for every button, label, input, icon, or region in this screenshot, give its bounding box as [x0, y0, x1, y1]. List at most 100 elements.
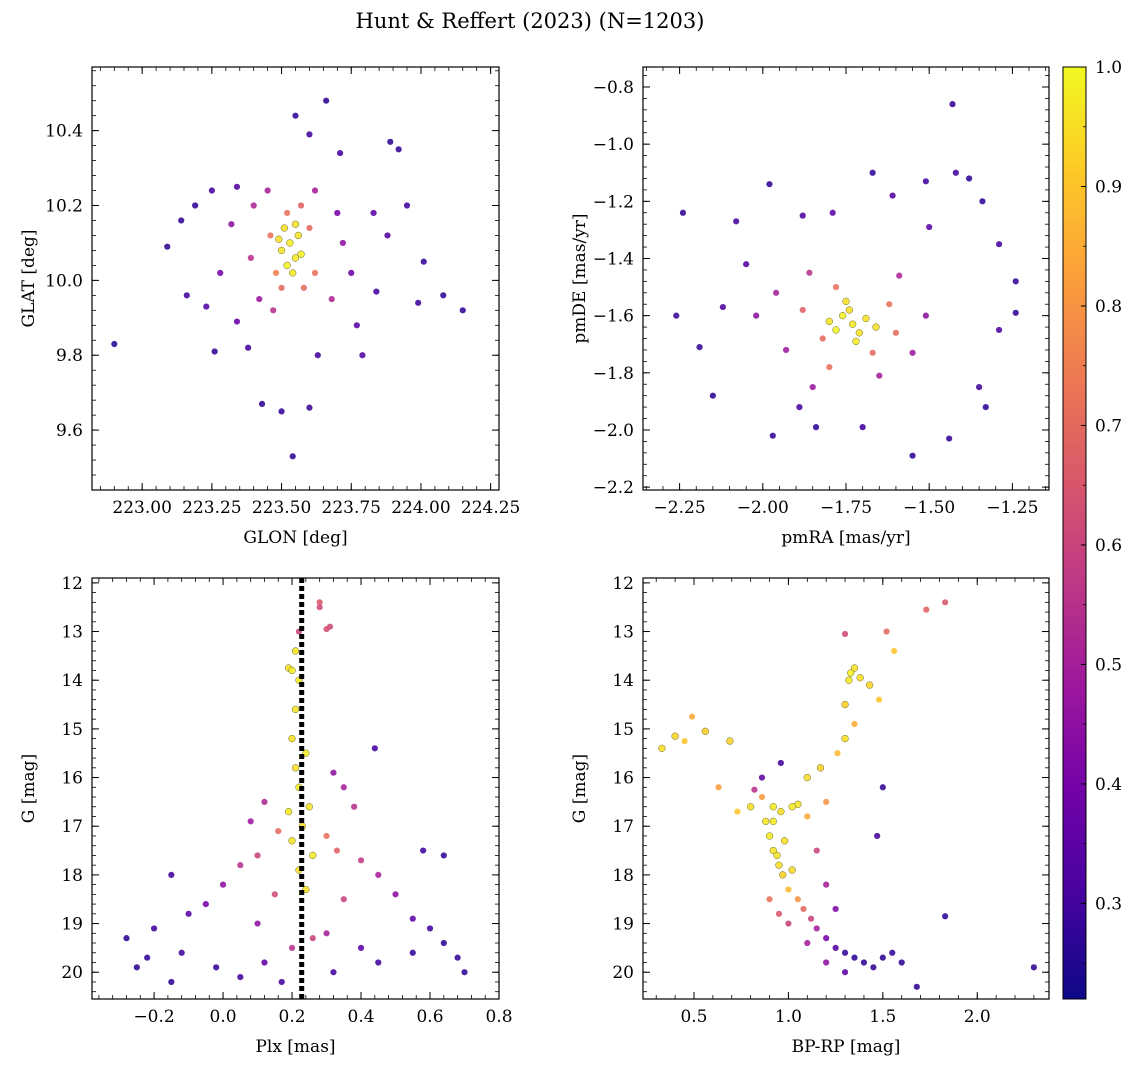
- data-point: [311, 269, 319, 276]
- data-point: [832, 326, 840, 334]
- data-point: [966, 175, 973, 182]
- data-point: [291, 647, 300, 655]
- y-tick-label: 13: [612, 623, 634, 643]
- x-tick-label: −2.00: [737, 498, 789, 518]
- data-point: [832, 905, 839, 913]
- data-point: [219, 881, 227, 888]
- data-point: [839, 312, 847, 320]
- data-point: [168, 978, 175, 986]
- data-point: [746, 803, 755, 811]
- x-tick-label: −2.25: [654, 498, 706, 518]
- data-point: [807, 915, 815, 922]
- colorbar-tick-label: 0.9: [1095, 177, 1122, 197]
- data-point: [851, 954, 858, 961]
- y-tick-label: 18: [612, 866, 634, 886]
- data-point: [183, 292, 190, 299]
- data-point: [311, 187, 319, 194]
- data-point: [247, 818, 254, 825]
- data-point: [753, 312, 760, 319]
- data-point: [123, 935, 130, 942]
- x-tick-label: 0.5: [680, 1007, 707, 1027]
- data-point: [217, 269, 224, 276]
- data-point: [845, 306, 853, 314]
- data-point: [233, 183, 241, 190]
- data-point: [995, 326, 1003, 334]
- data-point: [144, 954, 151, 961]
- data-point: [823, 798, 830, 805]
- data-point: [288, 666, 296, 675]
- data-point: [773, 289, 780, 296]
- y-tick-label: 10.4: [45, 122, 83, 142]
- data-point: [384, 232, 391, 239]
- data-point: [373, 288, 380, 295]
- data-point: [395, 146, 402, 153]
- data-point: [976, 384, 983, 391]
- data-point: [799, 212, 806, 219]
- points-layer: [111, 97, 466, 460]
- data-point: [1012, 309, 1019, 316]
- data-point: [415, 299, 422, 306]
- data-point: [316, 604, 323, 611]
- data-point: [288, 734, 296, 743]
- y-tick-label: 17: [61, 817, 83, 837]
- x-tick-label: 223.50: [252, 498, 311, 518]
- y-tick-label: 19: [612, 915, 634, 935]
- data-point: [891, 647, 898, 655]
- y-tick-label: 9.6: [56, 421, 83, 441]
- data-point: [164, 243, 171, 250]
- x-tick-label: −1.75: [820, 498, 872, 518]
- data-point: [816, 764, 825, 772]
- data-point: [860, 959, 868, 966]
- data-point: [284, 209, 291, 217]
- data-point: [909, 452, 916, 459]
- y-axis-label: GLAT [deg]: [19, 229, 39, 327]
- axes-frame: [91, 66, 500, 491]
- y-tick-label: 18: [61, 866, 83, 886]
- data-point: [330, 769, 337, 776]
- color-magnitude-plot-panel: 0.5 1.0 1.5 2.0 12 13 14 15 16 17 18 19 20 BP-RP [mag…: [570, 574, 1050, 1057]
- data-point: [351, 803, 358, 810]
- data-point: [696, 343, 703, 351]
- data-point: [773, 851, 781, 860]
- data-point: [1012, 278, 1019, 285]
- data-point: [913, 983, 920, 990]
- x-axis-label: pmRA [mas/yr]: [781, 528, 910, 548]
- data-point: [278, 978, 285, 986]
- y-tick-label: 15: [61, 720, 83, 740]
- data-point: [942, 599, 949, 606]
- data-point: [949, 101, 956, 108]
- data-point: [270, 307, 277, 314]
- data-point: [995, 241, 1003, 248]
- x-tick-label: −0.2: [133, 1007, 174, 1027]
- data-point: [769, 432, 776, 439]
- axes-frame: [91, 577, 500, 1000]
- data-point: [758, 793, 766, 801]
- y-tick-label: 14: [61, 671, 83, 691]
- data-point: [185, 910, 192, 917]
- y-tick-label: −1.8: [593, 364, 634, 384]
- axes-frame: [642, 577, 1050, 1000]
- data-point: [889, 192, 896, 199]
- data-point: [375, 871, 382, 878]
- colorbar-tick-label: 0.8: [1095, 297, 1122, 317]
- data-point: [420, 258, 427, 265]
- data-point: [719, 303, 726, 311]
- data-point: [339, 239, 346, 247]
- data-point: [280, 224, 288, 232]
- data-point: [794, 896, 801, 903]
- data-point: [952, 169, 959, 176]
- y-axis-label: G [mag]: [570, 754, 590, 823]
- data-point: [876, 372, 883, 379]
- data-point: [409, 915, 416, 922]
- data-point: [283, 261, 291, 270]
- data-point: [852, 337, 860, 346]
- data-point: [328, 295, 335, 303]
- y-tick-label: 16: [612, 769, 634, 789]
- y-tick-label: 10.0: [45, 271, 83, 291]
- data-point: [775, 910, 783, 917]
- data-point: [291, 220, 300, 228]
- data-point: [777, 807, 785, 816]
- data-point: [845, 676, 853, 684]
- y-tick-label: 13: [61, 623, 83, 643]
- data-point: [823, 959, 830, 966]
